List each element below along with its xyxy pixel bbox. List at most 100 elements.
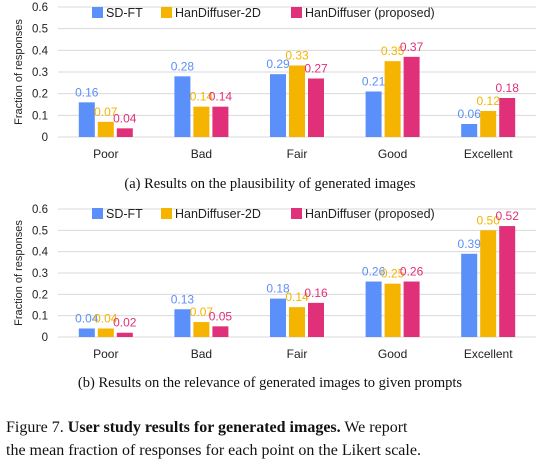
figure-caption-rest: We report <box>344 419 408 436</box>
bar <box>308 302 324 337</box>
bar <box>480 111 497 137</box>
bar <box>403 281 420 337</box>
bar <box>308 78 324 137</box>
y-tick-label: 0.3 <box>32 67 48 79</box>
data-label: 0.04 <box>113 111 137 125</box>
data-label: 0.18 <box>266 282 290 296</box>
y-tick-label: 0 <box>42 332 48 344</box>
bar <box>480 230 497 337</box>
data-label: 0.27 <box>304 62 328 76</box>
bar <box>365 281 382 337</box>
legend-label: HanDiffuser (proposed) <box>305 207 435 221</box>
y-tick-label: 0 <box>42 132 48 144</box>
bar <box>174 309 191 337</box>
y-tick-label: 0.2 <box>32 89 48 101</box>
bar <box>289 65 305 137</box>
figure-number: Figure 7. <box>6 419 64 436</box>
data-label: 0.14 <box>190 90 214 104</box>
y-tick-label: 0.4 <box>32 45 49 57</box>
y-axis-label: Fraction of responses <box>13 19 25 125</box>
x-tick-label: Excellent <box>464 147 513 161</box>
data-label: 0.26 <box>400 265 424 279</box>
bar <box>97 121 114 137</box>
y-tick-label: 0.6 <box>32 2 48 14</box>
bar <box>116 128 133 137</box>
x-tick-label: Bad <box>191 347 212 361</box>
bar <box>97 328 114 337</box>
bar <box>116 332 133 337</box>
data-label: 0.16 <box>304 286 328 300</box>
y-tick-label: 0.3 <box>32 268 48 280</box>
data-label: 0.12 <box>477 94 501 108</box>
chart-plausibility: 0 0.1 0.2 0.3 0.4 0.5 0.6 Fraction of responses… <box>13 2 536 161</box>
y-tick-label: 0.5 <box>32 24 48 36</box>
bar <box>461 124 478 137</box>
caption-b: (b) Results on the relevance of generate… <box>78 375 462 391</box>
caption-a: (a) Results on the plausibility of gener… <box>124 176 415 192</box>
chart-relevance: 0 0.1 0.2 0.3 0.4 0.5 0.6 Fraction of responses… <box>13 204 536 361</box>
data-label: 0.39 <box>458 237 482 251</box>
data-label: 0.13 <box>171 292 195 306</box>
y-tick-label: 0.2 <box>32 289 48 301</box>
y-tick-label: 0.4 <box>32 247 49 259</box>
y-tick-label: 0.1 <box>32 110 48 122</box>
data-label: 0.18 <box>496 81 520 95</box>
data-label: 0.14 <box>209 90 233 104</box>
data-label: 0.07 <box>94 105 118 119</box>
bar <box>403 56 420 138</box>
legend-swatch <box>92 7 103 18</box>
y-axis-label: Fraction of responses <box>13 220 25 326</box>
data-label: 0.04 <box>94 311 118 325</box>
x-tick-label: Poor <box>93 147 118 161</box>
bar <box>289 307 305 337</box>
legend-label: SD-FT <box>106 207 143 221</box>
bar <box>193 106 210 137</box>
data-label: 0.02 <box>113 316 137 330</box>
legend-swatch <box>161 7 172 18</box>
bar <box>174 76 191 137</box>
legend-label: HanDiffuser (proposed) <box>305 6 435 20</box>
data-label: 0.07 <box>190 305 214 319</box>
legend-swatch <box>291 7 302 18</box>
bar <box>499 98 516 137</box>
figure-caption-line1: Figure 7. User study results for generat… <box>6 419 408 436</box>
data-label: 0.33 <box>285 49 309 63</box>
data-label: 0.25 <box>381 267 405 281</box>
legend-swatch <box>291 208 302 219</box>
x-tick-label: Poor <box>93 347 118 361</box>
bar <box>384 283 401 337</box>
bar <box>193 322 210 337</box>
bar <box>212 106 229 137</box>
bar <box>461 253 478 337</box>
legend-label: SD-FT <box>106 6 143 20</box>
x-tick-label: Excellent <box>464 347 513 361</box>
data-label: 0.50 <box>477 213 501 227</box>
bar <box>384 61 401 137</box>
legend-label: HanDiffuser-2D <box>175 207 261 221</box>
data-label: 0.04 <box>75 311 99 325</box>
x-tick-label: Good <box>378 147 407 161</box>
figure-caption-bold: User study results for generated images. <box>68 419 341 436</box>
data-label: 0.35 <box>381 44 405 58</box>
data-label: 0.06 <box>458 107 482 121</box>
y-tick-label: 0.1 <box>32 311 48 323</box>
bar <box>270 74 286 137</box>
data-label: 0.28 <box>171 59 195 73</box>
y-tick-label: 0.6 <box>32 204 48 216</box>
data-label: 0.37 <box>400 40 424 54</box>
x-tick-label: Fair <box>287 147 308 161</box>
data-label: 0.05 <box>209 309 233 323</box>
bar <box>78 328 95 337</box>
legend-swatch <box>92 208 103 219</box>
bar <box>212 326 229 337</box>
figure-caption-line2: the mean fraction of responses for each … <box>6 442 421 459</box>
bar <box>78 102 95 137</box>
x-tick-label: Fair <box>287 347 308 361</box>
x-tick-label: Bad <box>191 147 212 161</box>
bar <box>499 226 516 337</box>
data-label: 0.16 <box>75 85 99 99</box>
legend-swatch <box>161 208 172 219</box>
data-label: 0.26 <box>362 265 386 279</box>
data-label: 0.21 <box>362 75 386 89</box>
